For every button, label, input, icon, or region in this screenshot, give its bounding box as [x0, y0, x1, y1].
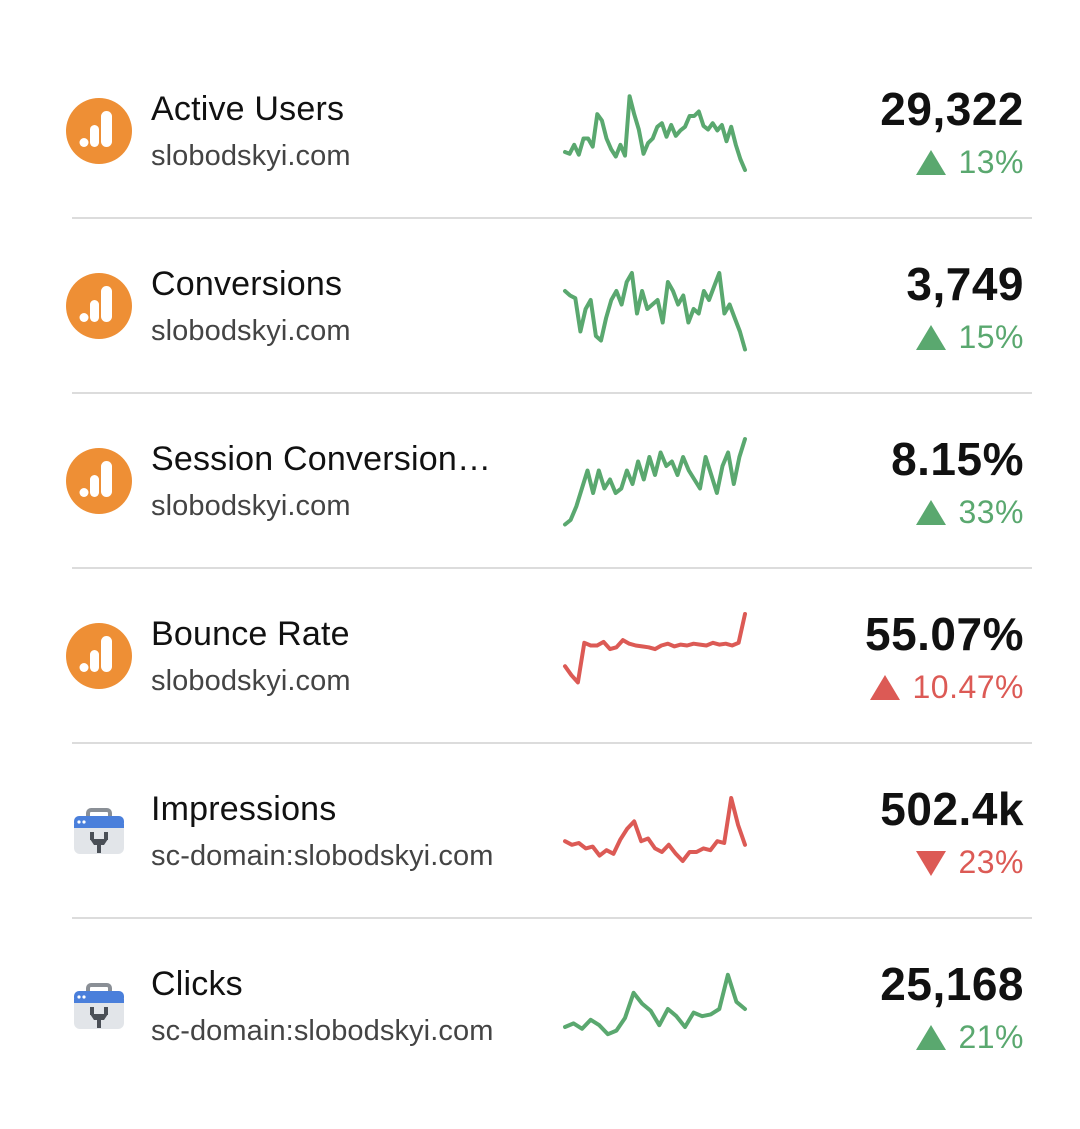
search-console-icon	[64, 796, 134, 866]
triangle-down-icon	[914, 849, 948, 877]
triangle-up-icon	[914, 1024, 948, 1052]
sparkline-line	[563, 94, 747, 172]
metric-title: Session Conversion…	[151, 440, 492, 478]
metric-value: 55.07%	[864, 608, 1024, 660]
metric-change-value: 33%	[958, 494, 1024, 530]
triangle-up-icon	[914, 324, 948, 352]
metric-change: 21%	[914, 1019, 1024, 1056]
metric-sparkline	[563, 972, 747, 1037]
metric-change: 23%	[914, 844, 1024, 881]
metric-source: slobodskyi.com	[151, 315, 351, 347]
metric-row-bounce-rate[interactable]: Bounce Rate slobodskyi.com 55.07% 10.47%	[0, 569, 1080, 744]
triangle-up-icon	[914, 149, 948, 177]
metric-sparkline	[563, 437, 747, 527]
metric-sparkline	[563, 94, 747, 172]
metric-title: Active Users	[151, 90, 345, 128]
metric-source: sc-domain:slobodskyi.com	[151, 1015, 494, 1047]
metric-value: 8.15%	[891, 433, 1024, 485]
metric-change-value: 23%	[958, 844, 1024, 880]
metric-sparkline	[563, 271, 747, 352]
google-analytics-icon	[64, 271, 134, 341]
metric-source: slobodskyi.com	[151, 140, 351, 172]
sparkline-line	[563, 796, 747, 863]
metric-list: Active Users slobodskyi.com 29,322 13% C…	[0, 44, 1080, 1094]
metric-change: 13%	[914, 144, 1024, 181]
metric-row-clicks[interactable]: Clicks sc-domain:slobodskyi.com 25,168 2…	[0, 919, 1080, 1094]
metric-value: 3,749	[906, 258, 1024, 310]
metric-sparkline	[563, 796, 747, 863]
metric-change-value: 13%	[958, 144, 1024, 180]
sparkline-line	[563, 972, 747, 1037]
sparkline-line	[563, 612, 747, 685]
metric-title: Impressions	[151, 790, 337, 828]
metric-source: sc-domain:slobodskyi.com	[151, 840, 494, 872]
metric-change-value: 21%	[958, 1019, 1024, 1055]
metric-row-active-users[interactable]: Active Users slobodskyi.com 29,322 13%	[0, 44, 1080, 219]
sparkline-line	[563, 271, 747, 352]
metric-row-conversions[interactable]: Conversions slobodskyi.com 3,749 15%	[0, 219, 1080, 394]
metric-title: Clicks	[151, 965, 243, 1003]
metric-value: 502.4k	[880, 783, 1024, 835]
metric-change: 15%	[914, 319, 1024, 356]
metric-value: 25,168	[880, 958, 1024, 1010]
metric-title: Bounce Rate	[151, 615, 350, 653]
metric-row-impressions[interactable]: Impressions sc-domain:slobodskyi.com 502…	[0, 744, 1080, 919]
metric-source: slobodskyi.com	[151, 665, 351, 697]
metric-value: 29,322	[880, 83, 1024, 135]
metric-change: 33%	[914, 494, 1024, 531]
metric-row-session-conversion-rate[interactable]: Session Conversion… slobodskyi.com 8.15%…	[0, 394, 1080, 569]
triangle-up-icon	[914, 499, 948, 527]
google-analytics-icon	[64, 446, 134, 516]
metric-title: Conversions	[151, 265, 343, 303]
metric-sparkline	[563, 612, 747, 685]
search-console-icon	[64, 971, 134, 1041]
google-analytics-icon	[64, 621, 134, 691]
google-analytics-icon	[64, 96, 134, 166]
sparkline-line	[563, 437, 747, 527]
metric-change-value: 10.47%	[912, 669, 1024, 705]
metric-source: slobodskyi.com	[151, 490, 351, 522]
metric-change-value: 15%	[958, 319, 1024, 355]
triangle-up-icon	[868, 674, 902, 702]
metric-change: 10.47%	[868, 669, 1024, 706]
